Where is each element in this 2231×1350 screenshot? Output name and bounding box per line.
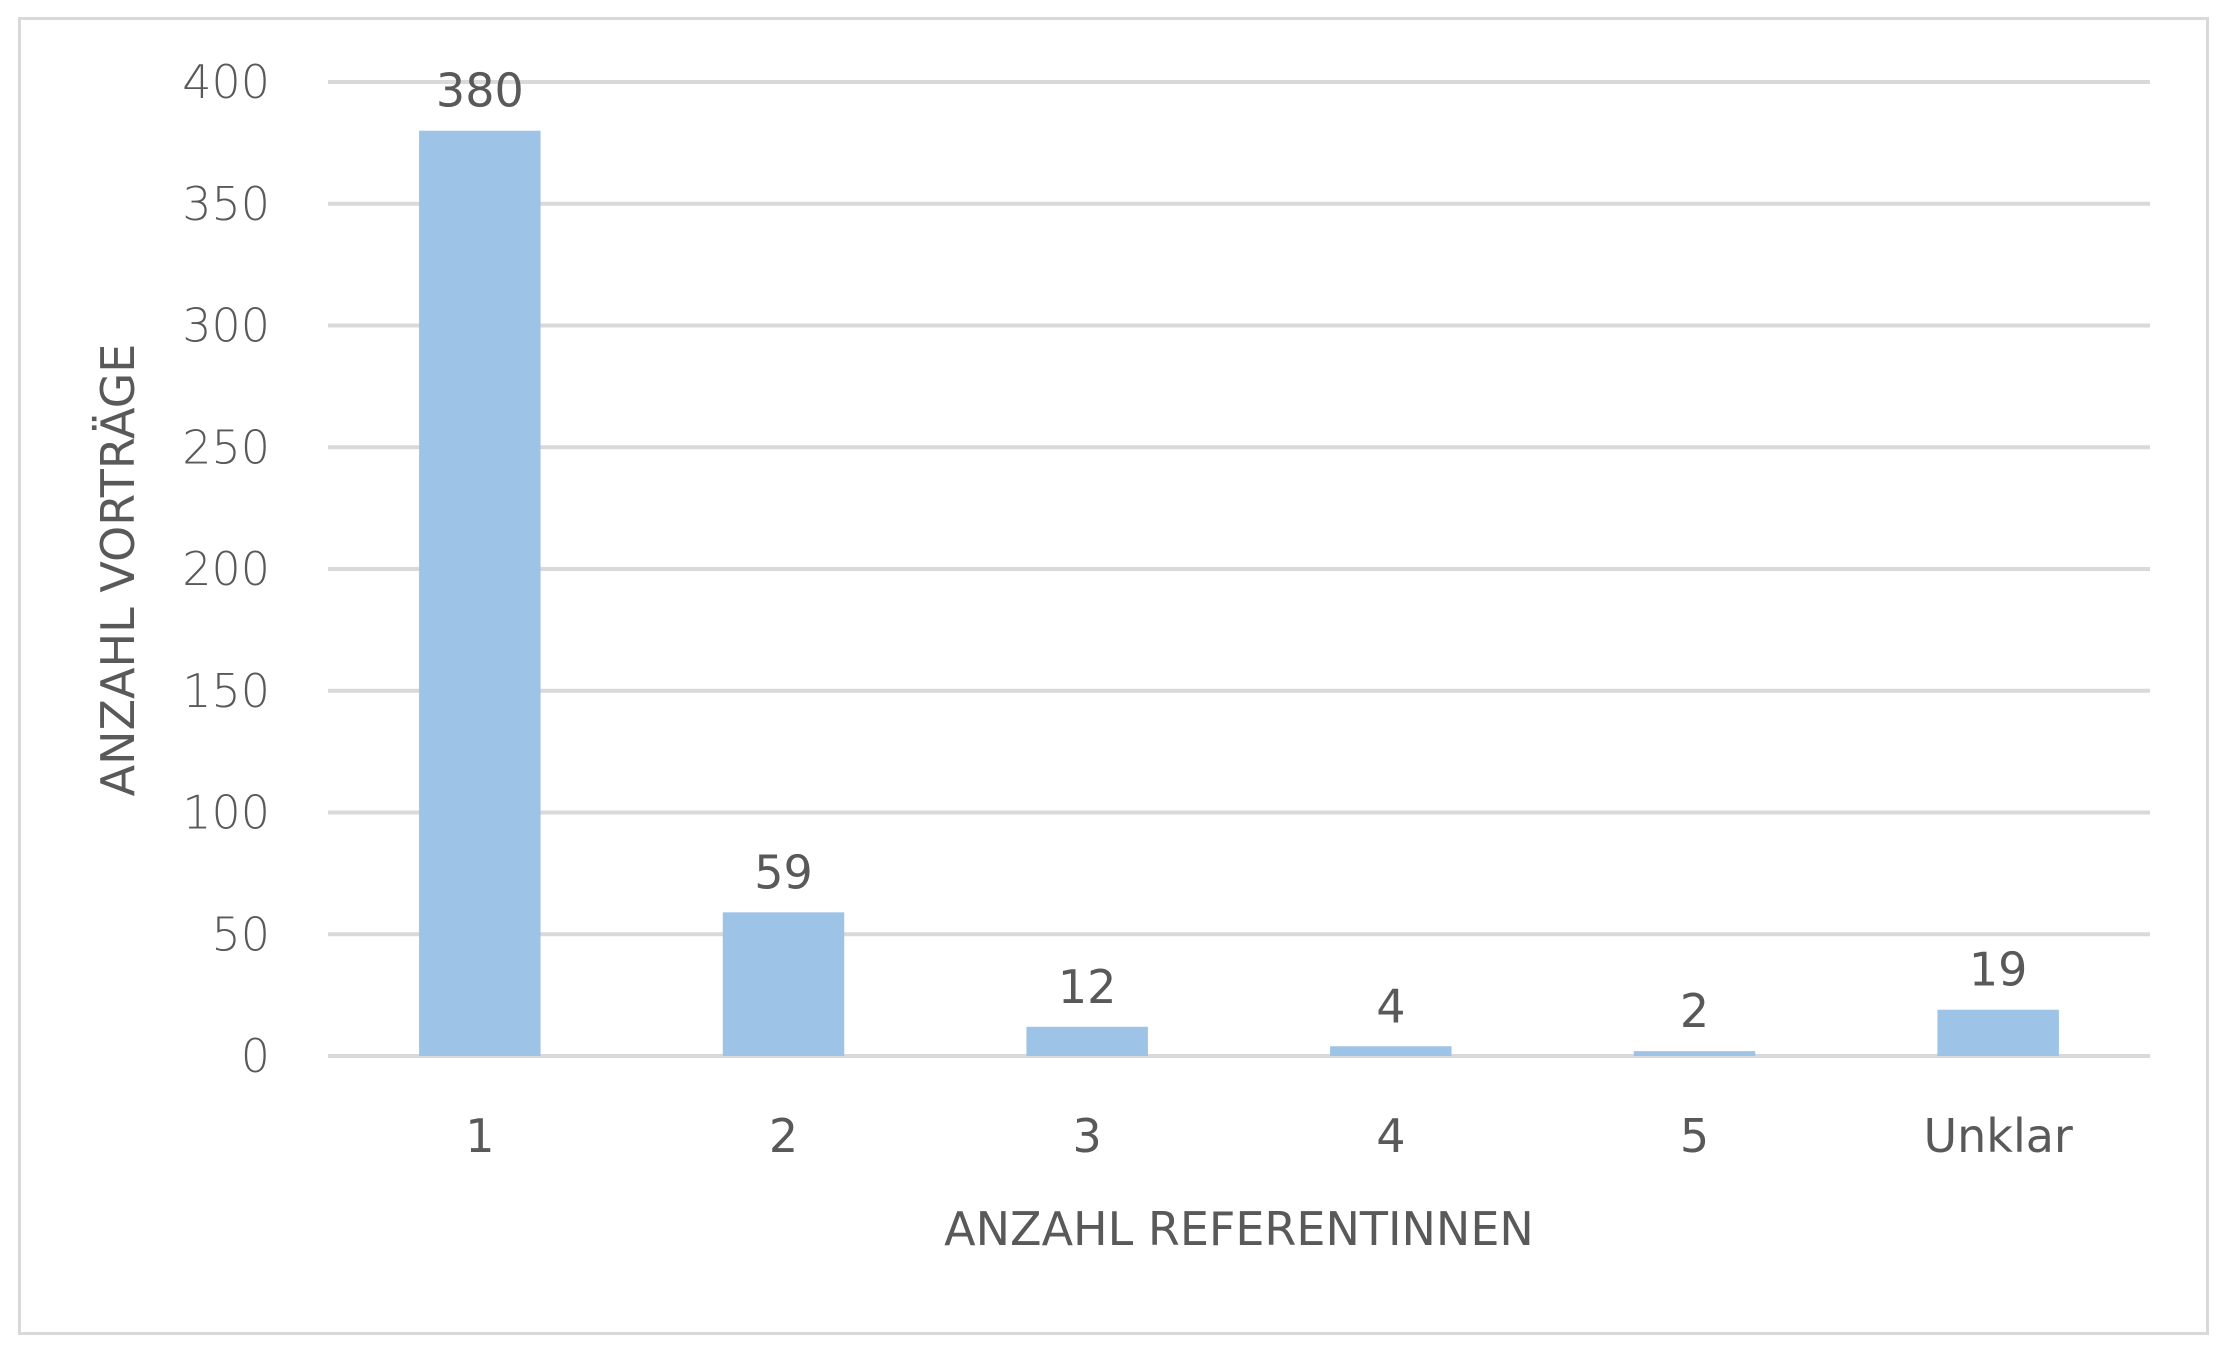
data-label: 4 xyxy=(1376,979,1405,1033)
bar-2 xyxy=(722,912,845,1056)
y-axis-title: ANZAHL VORTRÄGE xyxy=(91,344,145,797)
data-label: 19 xyxy=(1969,943,2028,997)
data-labels: 380 59 12 4 2 19 xyxy=(436,64,2028,1038)
bars xyxy=(419,130,2059,1056)
bar-1 xyxy=(419,130,541,1056)
bar-3 xyxy=(1026,1026,1148,1056)
y-axis-ticks: 0 50 100 150 200 250 300 350 400 xyxy=(182,55,270,1083)
y-tick-label: 400 xyxy=(182,55,270,109)
x-axis-title: ANZAHL REFERENTINNEN xyxy=(944,1202,1534,1256)
x-category-label: 5 xyxy=(1680,1109,1709,1163)
x-category-label: Unklar xyxy=(1923,1109,2072,1163)
bar-5 xyxy=(1633,1051,1756,1056)
y-tick-label: 0 xyxy=(241,1029,270,1083)
x-category-label: 4 xyxy=(1376,1109,1405,1163)
y-tick-label: 200 xyxy=(182,542,270,596)
y-tick-label: 50 xyxy=(211,907,270,961)
x-axis-categories: 1 2 3 4 5 Unklar xyxy=(465,1109,2073,1163)
y-tick-label: 150 xyxy=(182,664,270,718)
y-tick-label: 100 xyxy=(182,786,270,840)
y-tick-label: 350 xyxy=(182,177,270,231)
data-label: 59 xyxy=(754,845,813,899)
gridlines xyxy=(328,80,2150,1058)
data-label: 2 xyxy=(1680,984,1709,1038)
chart-frame xyxy=(18,17,2209,1335)
bar-4 xyxy=(1330,1046,1452,1056)
x-category-label: 1 xyxy=(465,1109,494,1163)
x-category-label: 3 xyxy=(1073,1109,1102,1163)
y-tick-label: 300 xyxy=(182,299,270,353)
bar-unklar xyxy=(1937,1009,2059,1056)
x-category-label: 2 xyxy=(769,1109,798,1163)
data-label: 380 xyxy=(436,64,524,118)
y-tick-label: 250 xyxy=(182,420,270,474)
data-label: 12 xyxy=(1058,960,1117,1014)
